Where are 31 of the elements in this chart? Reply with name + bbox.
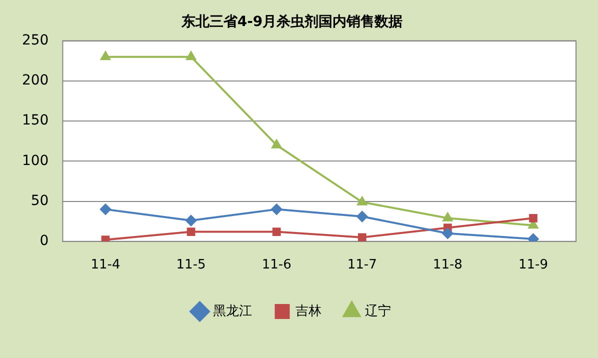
- point: [186, 215, 197, 226]
- point: [356, 211, 368, 222]
- point: [358, 233, 366, 242]
- point: [100, 204, 111, 215]
- x-tick-label: 11-5: [176, 258, 206, 273]
- x-tick-label: 11-8: [432, 258, 462, 273]
- legend-label: 黑龙江: [212, 304, 252, 319]
- point: [100, 51, 110, 60]
- y-tick-label: 50: [30, 192, 49, 209]
- point: [357, 196, 368, 206]
- y-tick-label: 0: [40, 233, 49, 250]
- point: [271, 204, 282, 215]
- x-tick-label: 11-7: [347, 258, 377, 273]
- point: [272, 140, 282, 148]
- point: [529, 214, 538, 222]
- x-tick-label: 11-4: [90, 258, 120, 273]
- legend-label: 吉林: [295, 304, 322, 319]
- point: [442, 228, 454, 239]
- point: [272, 228, 281, 236]
- x-tick-label: 11-9: [518, 258, 548, 273]
- y-tick-label: 100: [22, 152, 49, 169]
- point: [442, 212, 453, 222]
- point: [186, 228, 196, 236]
- y-tick-label: 150: [22, 112, 49, 129]
- point: [528, 233, 539, 242]
- x-tick-label: 11-6: [262, 258, 292, 273]
- y-tick-label: 200: [22, 72, 49, 89]
- chart-title: 东北三省4-9月杀虫剂国内销售数据: [180, 13, 403, 30]
- y-tick-label: 250: [22, 32, 49, 48]
- point: [186, 51, 196, 60]
- legend-label: 辽宁: [364, 302, 391, 319]
